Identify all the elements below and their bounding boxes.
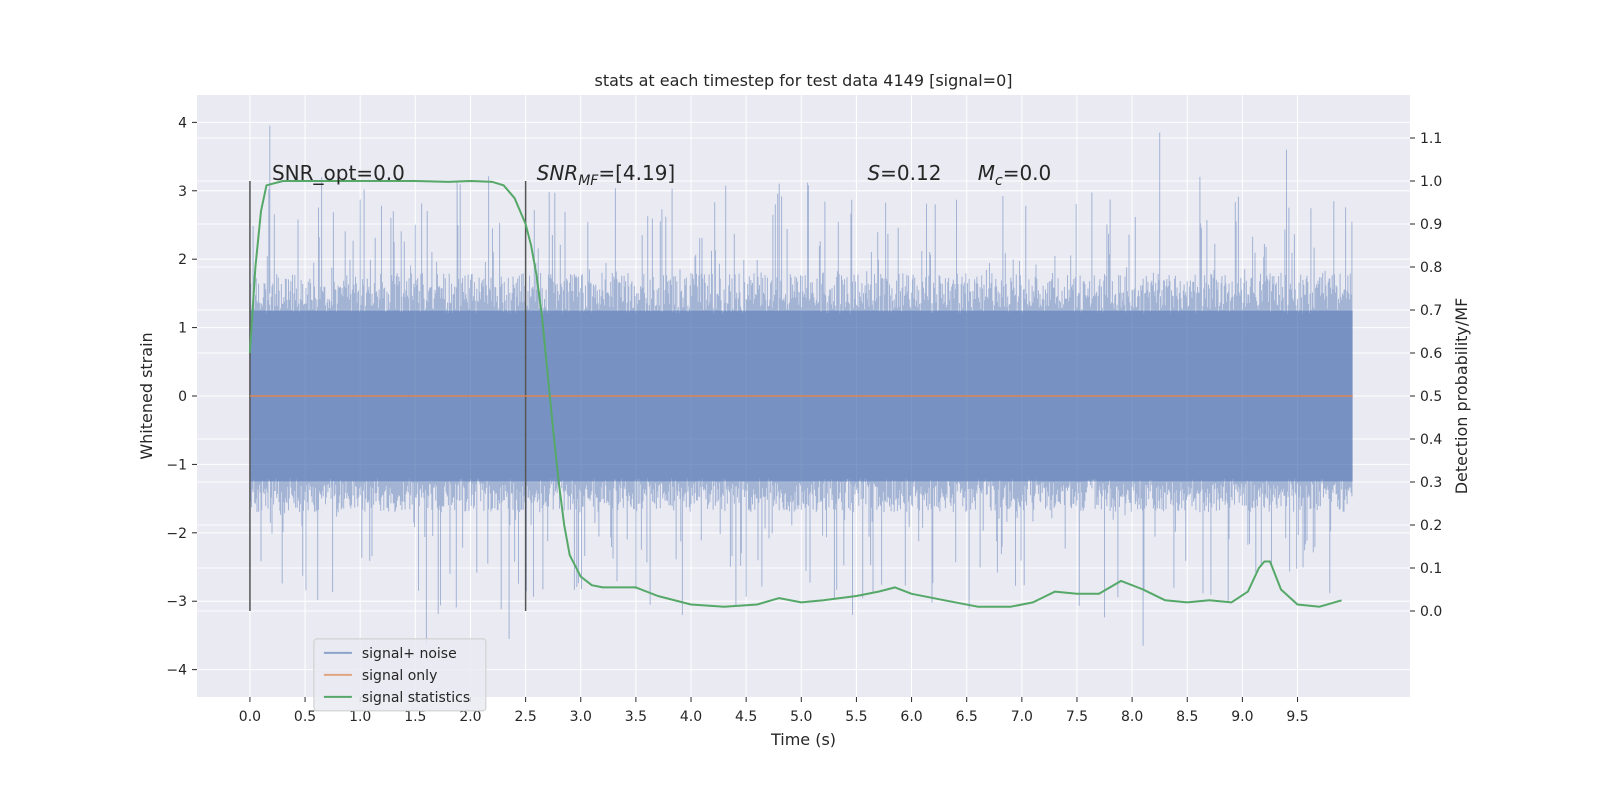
x-axis-ticks: 0.0 0.5 1.0 1.5 2.0 2.5 3.0 3.5 4.0 4.5 5.0 5.5 6.0 6… — [239, 697, 1309, 725]
x-tick-label: 7.0 — [1011, 709, 1033, 725]
y-right-tick-label: 0.8 — [1420, 260, 1442, 276]
x-tick-label: 4.5 — [735, 709, 757, 725]
annotation-snr-mf: SNRMF=[4.19] — [537, 161, 676, 189]
legend-label-signal-statistics: signal statistics — [362, 690, 470, 706]
mc-base: M — [978, 161, 995, 185]
y-left-tick-label: −2 — [166, 526, 187, 542]
x-tick-label: 4.0 — [680, 709, 702, 725]
x-tick-label: 0.5 — [294, 709, 316, 725]
y-right-tick-label: 0.0 — [1420, 604, 1442, 620]
x-tick-label: 5.5 — [845, 709, 867, 725]
annotation-snr-opt: SNR_opt=0.0 — [272, 161, 405, 185]
x-tick-label: 2.5 — [514, 709, 536, 725]
chart-title: stats at each timestep for test data 414… — [594, 71, 1012, 90]
snr-mf-subscript: MF — [578, 173, 599, 189]
x-tick-label: 5.0 — [790, 709, 812, 725]
y-right-tick-label: 0.1 — [1420, 561, 1442, 577]
x-axis-label: Time (s) — [770, 730, 836, 749]
y-right-tick-label: 0.7 — [1420, 303, 1442, 319]
legend: signal+ noise signal only signal statist… — [313, 638, 487, 712]
x-tick-label: 8.0 — [1121, 709, 1143, 725]
y-axis-left-ticks: −4 −3 −2 −1 0 1 2 3 4 — [166, 115, 197, 679]
x-tick-label: 6.5 — [956, 709, 978, 725]
legend-label-signal-noise: signal+ noise — [362, 646, 457, 662]
x-tick-label: 9.5 — [1286, 709, 1308, 725]
y-right-tick-label: 0.2 — [1420, 518, 1442, 534]
x-tick-label: 9.0 — [1231, 709, 1253, 725]
y-right-tick-label: 0.5 — [1420, 389, 1442, 405]
y-axis-right-ticks: 0.0 0.1 0.2 0.3 0.4 0.5 0.6 0.7 0.8 0.9 1.0 1.1 — [1410, 131, 1442, 620]
y-left-tick-label: −3 — [166, 594, 187, 610]
signal-statistics-series — [248, 180, 1342, 608]
snr-mf-value: =[4.19] — [598, 161, 675, 185]
legend-label-signal-only: signal only — [362, 668, 437, 684]
y-right-tick-label: 1.0 — [1420, 174, 1442, 190]
snr-mf-base: SNR — [537, 161, 579, 185]
annotation-s: S=0.12 — [867, 161, 941, 185]
y-left-tick-label: 4 — [178, 115, 187, 131]
x-tick-label: 3.0 — [570, 709, 592, 725]
y-left-tick-label: −4 — [166, 663, 187, 679]
x-tick-label: 1.0 — [349, 709, 371, 725]
x-tick-label: 8.5 — [1176, 709, 1198, 725]
x-tick-label: 7.5 — [1066, 709, 1088, 725]
x-tick-label: 3.5 — [625, 709, 647, 725]
x-tick-label: 2.0 — [459, 709, 481, 725]
y-right-tick-label: 0.3 — [1420, 475, 1442, 491]
y-left-tick-label: 1 — [178, 321, 187, 337]
y-left-tick-label: 0 — [178, 389, 187, 405]
y-right-tick-label: 0.9 — [1420, 217, 1442, 233]
x-tick-label: 1.5 — [404, 709, 426, 725]
mc-subscript: c — [995, 173, 1003, 189]
y-right-tick-label: 0.4 — [1420, 432, 1442, 448]
mc-value: =0.0 — [1003, 161, 1052, 185]
y-axis-left-label: Whitened strain — [137, 332, 156, 459]
s-symbol: S — [867, 161, 880, 185]
x-tick-label: 0.0 — [239, 709, 261, 725]
y-right-tick-label: 1.1 — [1420, 131, 1442, 147]
annotation-mc: Mc=0.0 — [978, 161, 1052, 189]
s-value: =0.12 — [880, 161, 941, 185]
y-right-tick-label: 0.6 — [1420, 346, 1442, 362]
y-axis-right-label: Detection probability/MF — [1452, 298, 1471, 495]
legend-box — [313, 638, 487, 712]
y-left-tick-label: 2 — [178, 252, 187, 268]
x-tick-label: 6.0 — [900, 709, 922, 725]
y-left-tick-label: 3 — [178, 184, 187, 200]
y-left-tick-label: −1 — [166, 457, 187, 473]
